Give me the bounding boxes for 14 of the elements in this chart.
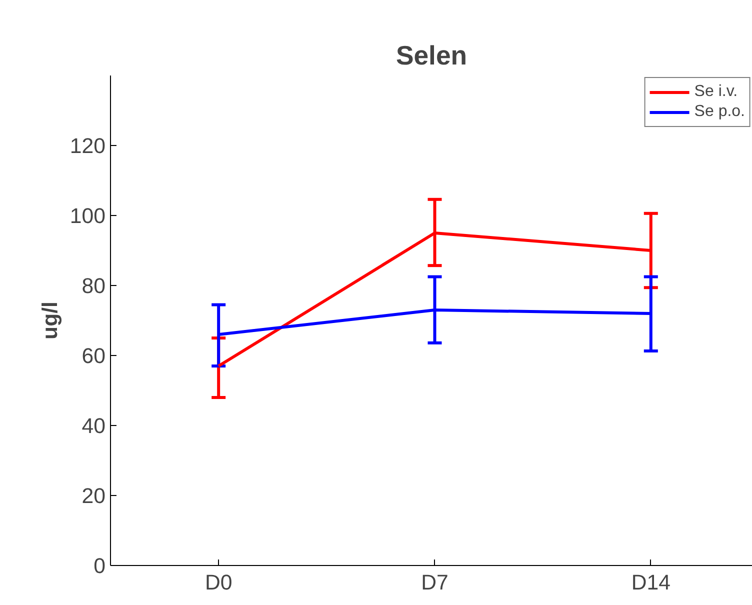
y-tick-label: 100 <box>70 204 106 228</box>
x-tick-label: D0 <box>204 570 232 594</box>
chart-title: Selen <box>396 40 468 70</box>
y-tick-label: 40 <box>82 414 106 438</box>
y-axis-title: ug/l <box>38 302 62 340</box>
y-tick-label: 80 <box>82 274 106 298</box>
x-tick-label: D14 <box>631 570 671 594</box>
x-tick-label: D7 <box>421 570 448 594</box>
y-tick-label: 0 <box>94 554 106 578</box>
y-tick-label: 120 <box>70 134 106 158</box>
y-tick-label: 20 <box>82 484 106 508</box>
y-tick-label: 60 <box>82 344 106 368</box>
legend-label: Se i.v. <box>694 83 738 101</box>
legend-label: Se p.o. <box>694 103 745 121</box>
